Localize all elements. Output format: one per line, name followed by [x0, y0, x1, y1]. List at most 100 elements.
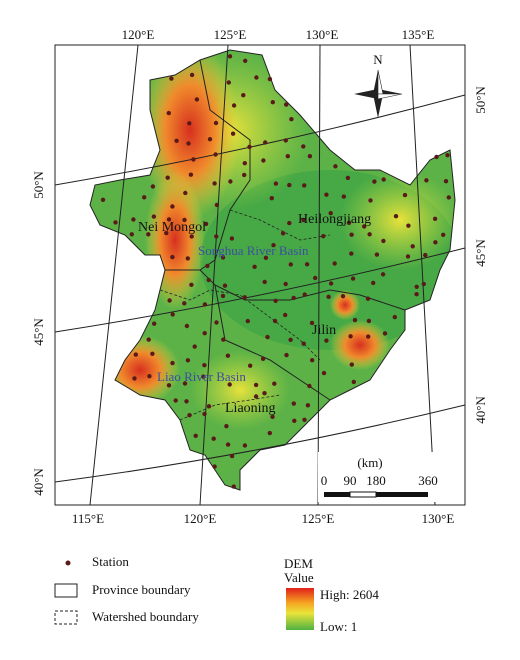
latitude-label: 50°N [31, 171, 46, 199]
station [267, 430, 272, 436]
north-arrow: N [354, 52, 403, 118]
station [374, 252, 380, 257]
station [288, 337, 293, 342]
station [212, 181, 217, 186]
station [170, 204, 175, 209]
station [261, 158, 266, 163]
station [206, 277, 211, 283]
station [230, 131, 236, 136]
station [164, 230, 169, 236]
station [421, 281, 426, 287]
station [392, 314, 397, 320]
station [301, 144, 306, 149]
region-label: Jilin [312, 323, 336, 338]
longitude-label: 130°E [422, 511, 455, 526]
longitude-label: 135°E [402, 27, 435, 42]
station [245, 318, 250, 324]
station [191, 157, 196, 162]
station [142, 195, 147, 200]
graticule [54, 247, 466, 333]
station [423, 252, 428, 258]
station [340, 294, 346, 299]
station [242, 443, 248, 448]
station [402, 192, 408, 198]
station [262, 391, 267, 396]
station [166, 110, 171, 116]
station [165, 175, 170, 180]
station [188, 172, 194, 177]
station [150, 351, 155, 356]
station [291, 295, 296, 301]
station [202, 331, 207, 336]
station [214, 202, 220, 208]
station [434, 154, 439, 160]
station [187, 413, 192, 418]
station [288, 262, 293, 267]
region-label: Nei Mongol [138, 220, 206, 235]
station [284, 102, 289, 107]
station [351, 379, 356, 385]
longitude-label: 120°E [122, 27, 155, 42]
station [365, 296, 371, 301]
latitude-label: 40°N [31, 468, 46, 496]
station [271, 243, 276, 248]
station [405, 254, 411, 259]
station [186, 141, 191, 146]
station [100, 197, 106, 202]
station [289, 117, 294, 122]
station [132, 376, 137, 381]
station [414, 284, 419, 289]
station [206, 404, 212, 409]
longitude-label: 120°E [184, 511, 217, 526]
station [247, 144, 252, 150]
station [285, 154, 290, 159]
station [185, 358, 191, 363]
station [241, 93, 246, 98]
station [221, 337, 226, 342]
station [214, 320, 219, 325]
station [189, 72, 195, 78]
station [366, 334, 371, 339]
station [222, 283, 228, 288]
latitude-label: 40°N [473, 396, 488, 424]
station [367, 232, 372, 237]
station [220, 255, 226, 260]
graticule [54, 94, 466, 186]
scale-tick-label: 180 [366, 473, 386, 488]
station [283, 281, 288, 287]
station [366, 318, 372, 324]
station [272, 318, 278, 324]
latitude-label: 45°N [473, 239, 488, 267]
station [184, 323, 190, 329]
station [213, 152, 218, 157]
station [371, 280, 376, 286]
graticule [54, 404, 466, 483]
station [393, 214, 399, 219]
station [151, 214, 157, 219]
station [211, 436, 216, 441]
scale-tick-label: 0 [321, 473, 328, 488]
station [229, 453, 235, 459]
station [287, 182, 292, 188]
station [146, 232, 151, 237]
station [349, 362, 354, 367]
region-label: Heilongjiang [298, 212, 371, 227]
legend-label: Watershed boundary [92, 609, 199, 624]
station [328, 211, 333, 216]
legend-label: Low: 1 [320, 619, 357, 634]
station [443, 179, 449, 184]
basin-label: Liao River Basin [157, 369, 246, 384]
station [220, 293, 226, 299]
station [328, 281, 334, 286]
station [283, 312, 288, 318]
station [269, 196, 274, 201]
station [352, 317, 358, 323]
station [185, 256, 190, 261]
legend-province-symbol [54, 583, 78, 598]
station [291, 401, 296, 406]
station [263, 140, 268, 145]
scale-tick-label: 90 [344, 473, 357, 488]
station [307, 154, 313, 159]
station [166, 383, 172, 388]
station [345, 175, 351, 181]
